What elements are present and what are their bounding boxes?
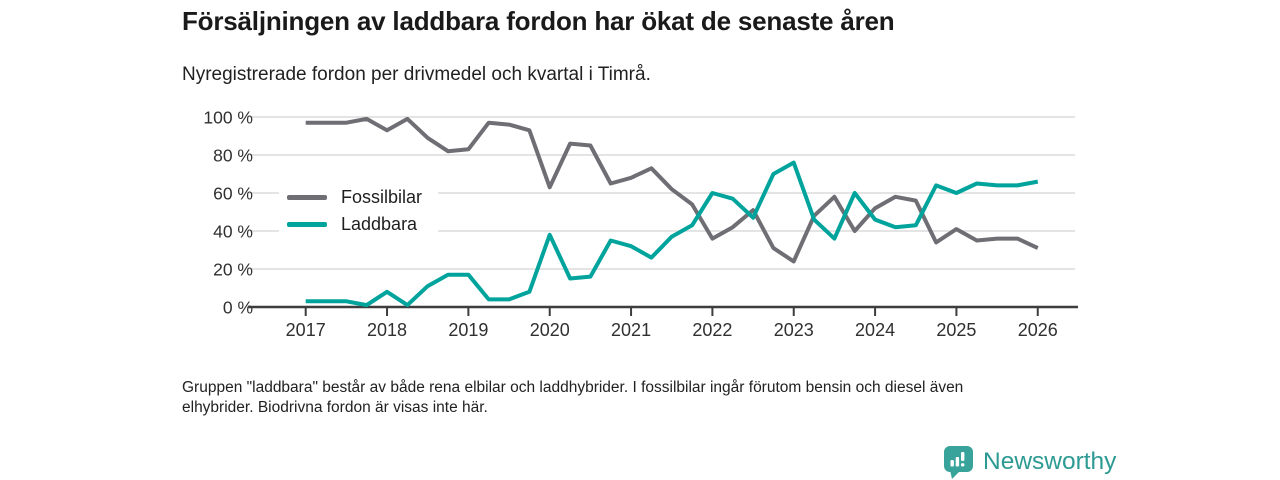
x-axis-label-2025: 2025	[936, 320, 976, 340]
chart-legend: Fossilbilar Laddbara	[279, 181, 439, 243]
x-axis-label-2018: 2018	[367, 320, 407, 340]
legend-item-laddbara: Laddbara	[287, 211, 422, 238]
brand-name: Newsworthy	[983, 448, 1117, 475]
legend-swatch-laddbara	[287, 222, 327, 227]
chart-footnote: Gruppen "laddbara" består av både rena e…	[182, 378, 1082, 418]
x-axis-label-2026: 2026	[1018, 320, 1058, 340]
x-axis-label-2022: 2022	[692, 320, 732, 340]
y-axis-label-40: 40 %	[213, 222, 253, 242]
chart-subtitle: Nyregistrerade fordon per drivmedel och …	[182, 64, 651, 85]
page-title: Försäljningen av laddbara fordon har öka…	[182, 6, 895, 36]
y-axis-label-100: 100 %	[203, 108, 253, 128]
legend-label-fossilbilar: Fossilbilar	[341, 187, 423, 207]
y-axis-label-80: 80 %	[213, 146, 253, 166]
newsworthy-logo[interactable]: Newsworthy	[942, 445, 1116, 479]
x-axis-label-2023: 2023	[774, 320, 814, 340]
legend-swatch-fossilbilar	[287, 195, 327, 200]
footnote-line-2: elhybrider. Biodrivna fordon är visas in…	[182, 399, 488, 416]
x-axis-label-2019: 2019	[448, 320, 488, 340]
x-axis-label-2020: 2020	[530, 320, 570, 340]
y-axis-label-0: 0 %	[223, 298, 253, 318]
footnote-line-1: Gruppen "laddbara" består av både rena e…	[182, 379, 964, 396]
legend-item-fossilbilar: Fossilbilar	[287, 184, 422, 211]
data-line-fossilbilar	[305, 116, 1039, 264]
x-axis-label-2017: 2017	[286, 320, 326, 340]
x-axis-label-2024: 2024	[855, 320, 895, 340]
data-line-laddbara	[305, 160, 1039, 308]
y-axis-label-20: 20 %	[213, 260, 253, 280]
legend-label-laddbara: Laddbara	[341, 214, 418, 234]
bar-chart-pin-icon	[944, 446, 973, 479]
y-axis-label-60: 60 %	[213, 184, 253, 204]
x-axis-label-2021: 2021	[611, 320, 651, 340]
